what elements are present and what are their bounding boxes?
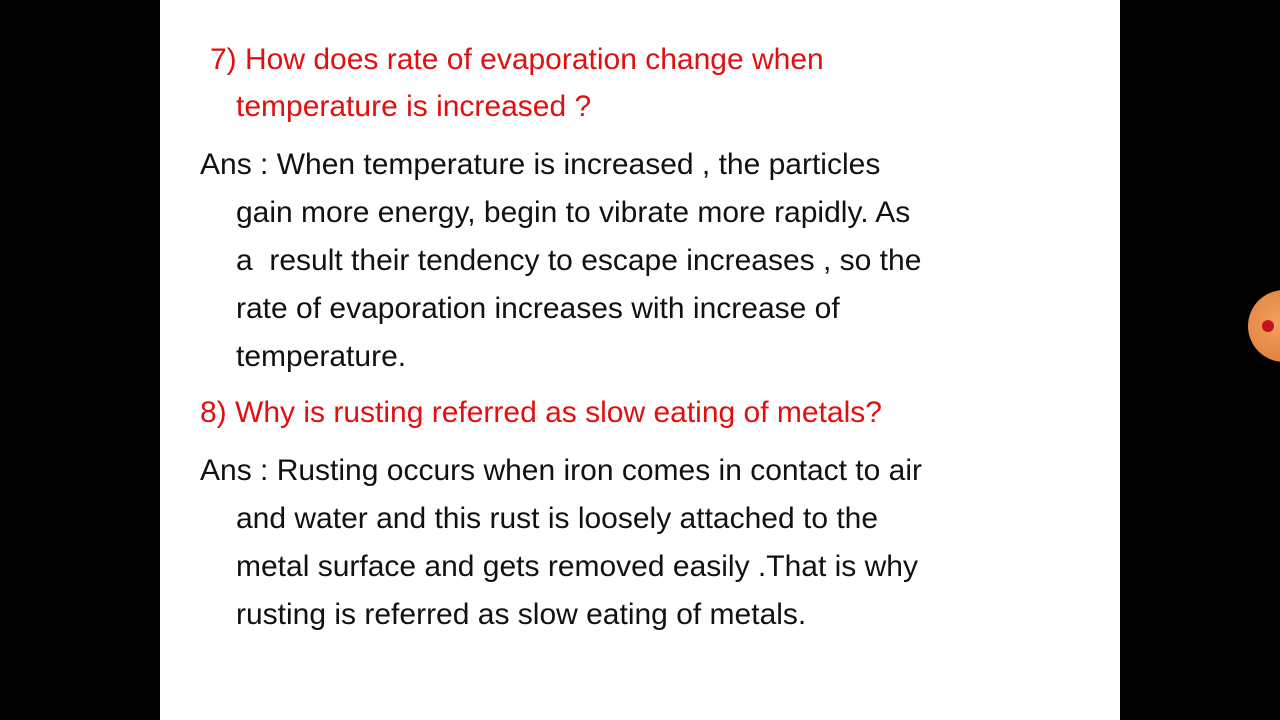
- answer-line: metal surface and gets removed easily .T…: [236, 550, 918, 583]
- answer-line: and water and this rust is loosely attac…: [236, 502, 879, 535]
- answer-line: Ans : Rusting occurs when iron comes in …: [200, 454, 922, 487]
- question-line: 7) How does rate of evaporation change w…: [210, 43, 824, 76]
- answer-line: Ans : When temperature is increased , th…: [200, 148, 881, 181]
- question-line: 8) Why is rusting referred as slow eatin…: [200, 396, 882, 429]
- slide: 7) How does rate of evaporation change w…: [160, 0, 1120, 720]
- answer-line: a result their tendency to escape increa…: [236, 244, 922, 277]
- answer-line: temperature.: [236, 340, 407, 373]
- floating-button[interactable]: [1248, 290, 1280, 362]
- answer-line: rate of evaporation increases with incre…: [236, 292, 840, 325]
- answer-line: rusting is referred as slow eating of me…: [236, 598, 807, 631]
- answer-line: gain more energy, begin to vibrate more …: [236, 196, 911, 229]
- question-line: temperature is increased ?: [236, 90, 592, 123]
